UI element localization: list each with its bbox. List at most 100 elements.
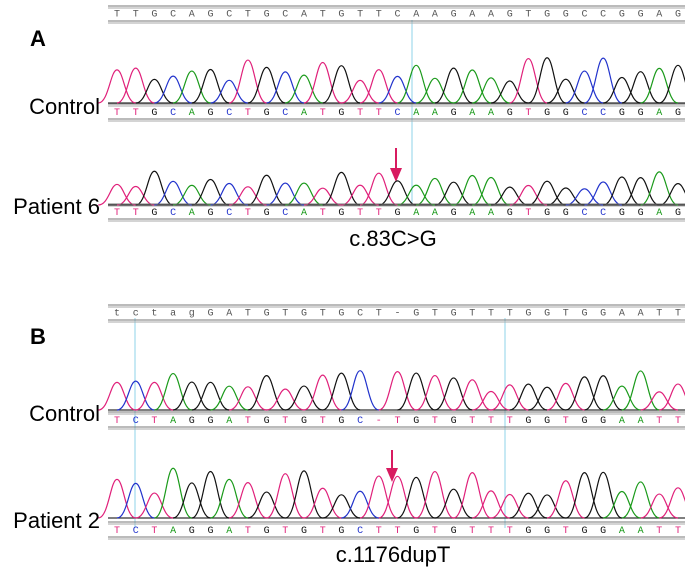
peak xyxy=(621,370,660,411)
variant-label: c.1176dupT xyxy=(336,542,451,567)
peak xyxy=(303,487,342,519)
peak xyxy=(341,184,379,206)
peak xyxy=(509,184,548,206)
peak xyxy=(565,472,604,519)
peak xyxy=(210,385,249,411)
base-call: A xyxy=(170,526,176,537)
base-call: T xyxy=(133,208,139,219)
peak xyxy=(266,71,305,104)
sample-label: Patient 2 xyxy=(13,508,100,533)
peak xyxy=(528,494,566,519)
peak xyxy=(341,490,379,519)
base-call: T xyxy=(357,208,363,219)
peak xyxy=(116,482,155,519)
peak xyxy=(584,471,623,519)
base-call: A xyxy=(488,208,494,219)
base-call: G xyxy=(207,108,213,119)
base-call: T xyxy=(320,208,326,219)
peak xyxy=(528,386,566,411)
base-call: G xyxy=(413,416,419,427)
base-call: G xyxy=(207,208,213,219)
peak xyxy=(547,187,585,206)
base-call: A xyxy=(488,108,494,119)
base-call: A xyxy=(189,108,195,119)
peak xyxy=(415,374,454,411)
base-call: C xyxy=(282,108,288,119)
peak xyxy=(453,472,492,519)
peak xyxy=(416,77,454,104)
peak xyxy=(434,67,473,104)
peak xyxy=(659,183,685,206)
base-call: G xyxy=(189,526,195,537)
peak xyxy=(154,75,192,104)
base-call: G xyxy=(394,208,400,219)
peak xyxy=(229,386,267,411)
peak xyxy=(229,186,267,206)
peak xyxy=(640,391,679,411)
base-call: G xyxy=(544,108,550,119)
base-call: G xyxy=(581,416,587,427)
peak xyxy=(285,385,323,411)
base-call: G xyxy=(544,416,550,427)
base-call: T xyxy=(675,416,681,427)
peak xyxy=(453,69,492,104)
arrow xyxy=(390,148,402,182)
base-call: T xyxy=(114,526,120,537)
base-call: A xyxy=(189,208,195,219)
peak xyxy=(659,487,685,519)
peak xyxy=(659,64,685,104)
peak xyxy=(397,372,436,411)
base-call: T xyxy=(469,526,475,537)
base-call: G xyxy=(675,108,681,119)
peak xyxy=(191,470,230,519)
peak xyxy=(640,171,679,206)
base-call: T xyxy=(563,416,569,427)
base-call: G xyxy=(638,208,644,219)
base-call: T xyxy=(507,526,513,537)
base-call: T xyxy=(114,108,120,119)
arrow xyxy=(386,450,398,482)
base-call: A xyxy=(226,416,232,427)
base-call: T xyxy=(357,108,363,119)
peak xyxy=(565,188,604,206)
peak xyxy=(191,178,230,206)
peak xyxy=(322,372,361,411)
base-call: - xyxy=(376,416,382,427)
base-call: T xyxy=(114,208,120,219)
peak xyxy=(191,381,230,411)
peak xyxy=(378,75,417,104)
peak xyxy=(285,470,323,519)
panel-label: A xyxy=(30,26,46,51)
peak xyxy=(565,376,604,411)
base-call: T xyxy=(525,208,531,219)
peak xyxy=(490,186,529,206)
base-call: G xyxy=(151,208,157,219)
base-call: A xyxy=(638,416,644,427)
peak xyxy=(640,493,679,519)
base-call: C xyxy=(581,108,587,119)
peak xyxy=(359,172,398,206)
base-call: A xyxy=(301,108,307,119)
base-call: T xyxy=(469,416,475,427)
base-call: C xyxy=(282,208,288,219)
base-call: G xyxy=(619,208,625,219)
peak xyxy=(490,384,529,411)
base-call: G xyxy=(451,108,457,119)
peak xyxy=(191,68,230,104)
base-call: T xyxy=(488,526,494,537)
peak xyxy=(490,493,529,519)
base-call: G xyxy=(451,416,457,427)
base-call: T xyxy=(432,416,438,427)
base-call: T xyxy=(394,416,400,427)
base-call: T xyxy=(320,108,326,119)
peak xyxy=(416,177,454,206)
base-call: G xyxy=(264,108,270,119)
sample-label: Control xyxy=(29,401,100,426)
base-call: G xyxy=(338,416,344,427)
peak xyxy=(247,174,286,206)
peak xyxy=(303,61,342,104)
sequence: TTGCAGCTGCATGTTCAAGAAGTGGCCGGAG xyxy=(114,10,681,21)
